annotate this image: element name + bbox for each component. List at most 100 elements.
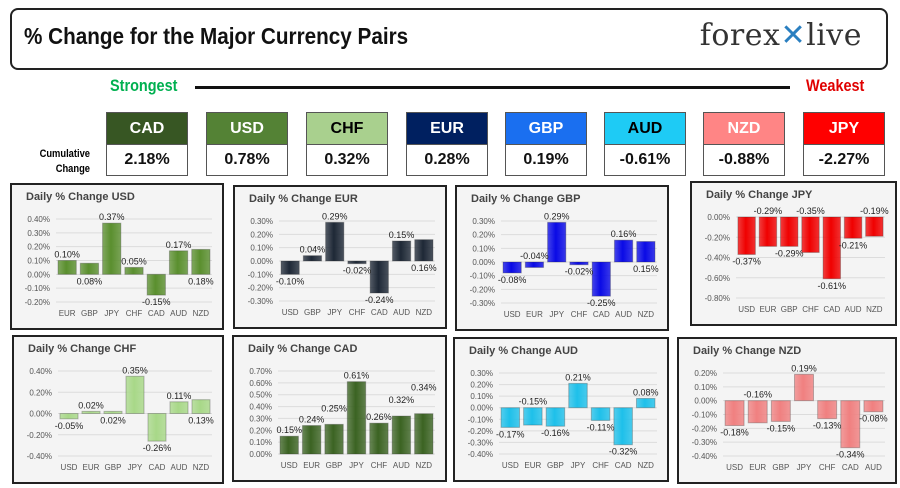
chart-plot: -0.30%-0.20%-0.10%0.00%0.10%0.20%0.30%US… (248, 211, 437, 317)
bar (613, 239, 634, 263)
data-label: 0.29% (544, 211, 570, 221)
data-label: -0.02% (565, 267, 594, 277)
currency-label: CHF (307, 113, 387, 145)
bar (279, 435, 299, 455)
y-tick-label: -0.20% (248, 284, 273, 293)
data-label: 0.35% (122, 365, 148, 375)
chart-plot: -0.40% -0.30% -0.20% -0.10% 0.00% 0.10% 0.20% U… (692, 363, 888, 472)
bar (547, 221, 567, 263)
x-tick-label: EUR (59, 309, 76, 318)
bar (613, 407, 633, 446)
x-tick-label: USD (61, 463, 78, 472)
bar (843, 216, 863, 239)
currency-label: GBP (506, 113, 586, 145)
y-tick-label: 0.00% (27, 270, 50, 279)
data-label: 0.18% (188, 276, 214, 286)
bar (301, 425, 322, 455)
data-label: -0.16% (541, 428, 570, 438)
data-label: -0.08% (498, 275, 527, 285)
bar (414, 239, 434, 262)
y-tick-label: 0.10% (694, 383, 717, 392)
bar (168, 250, 189, 275)
currency-label: AUD (605, 113, 685, 145)
data-label: -0.05% (55, 421, 84, 431)
x-tick-label: GBP (326, 461, 343, 470)
y-tick-label: 0.40% (29, 367, 52, 376)
chart-nzd: Daily % Change NZD -0.40% -0.30% -0.20% -0.1… (677, 337, 897, 484)
bar (391, 240, 412, 262)
x-tick-label: CAD (823, 305, 840, 314)
data-label: -0.32% (609, 447, 638, 457)
bar (302, 255, 323, 262)
x-tick-label: AUD (615, 310, 632, 319)
x-tick-label: NZD (193, 463, 210, 472)
chart-title: Daily % Change USD (26, 191, 135, 203)
bar (324, 423, 344, 455)
x-tick-label: GBP (547, 461, 564, 470)
y-tick-label: 0.30% (472, 217, 495, 226)
data-label: 0.24% (299, 415, 325, 425)
y-tick-label: -0.40% (692, 452, 717, 461)
chart-usd: Daily % Change USD -0.20% -0.10% 0.00% 0.10%… (10, 183, 224, 330)
y-tick-label: -0.10% (470, 272, 495, 281)
currency-label: JPY (804, 113, 884, 145)
bar (169, 401, 189, 414)
cumulative-value: 0.28% (407, 145, 487, 175)
bar (369, 422, 389, 455)
x-tick-label: GBP (81, 309, 98, 318)
x-tick-label: CAD (371, 308, 388, 317)
x-tick-label: JPY (549, 310, 564, 319)
x-tick-label: EUR (83, 463, 100, 472)
y-tick-label: 0.30% (470, 369, 493, 378)
currency-label: USD (207, 113, 287, 145)
bar (569, 261, 589, 266)
data-label: 0.29% (322, 211, 348, 221)
x-tick-label: GBP (772, 463, 789, 472)
data-label: -0.18% (720, 428, 749, 438)
cumulative-box-jpy: JPY -2.27% (803, 112, 885, 176)
x-tick-label: NZD (637, 461, 654, 470)
data-label: -0.19% (860, 206, 889, 216)
y-tick-label: -0.10% (248, 270, 273, 279)
data-label: 0.15% (276, 425, 302, 435)
bar (568, 382, 588, 409)
cumulative-box-eur: EUR 0.28% (406, 112, 488, 176)
data-label: 0.05% (121, 256, 147, 266)
y-tick-label: -0.30% (470, 299, 495, 308)
x-tick-label: CHF (592, 461, 609, 470)
strongest-label: Strongest (110, 76, 178, 95)
cumulative-box-gbp: GBP 0.19% (505, 112, 587, 176)
y-tick-label: -0.10% (25, 284, 50, 293)
y-tick-label: 0.20% (472, 231, 495, 240)
cumulative-box-usd: USD 0.78% (206, 112, 288, 176)
bar (758, 216, 778, 247)
y-tick-label: -0.30% (692, 438, 717, 447)
cumulative-value: -0.88% (704, 145, 784, 175)
bar (801, 216, 820, 253)
bar (737, 216, 756, 255)
header-banner: % Change for the Major Currency Pairs fo… (10, 8, 888, 70)
x-tick-label: USD (738, 305, 755, 314)
y-tick-label: 0.30% (27, 229, 50, 238)
y-tick-label: 0.40% (249, 403, 272, 412)
y-tick-label: 0.20% (250, 230, 273, 239)
chart-title: Daily % Change EUR (249, 193, 358, 205)
data-label: -0.21% (839, 240, 868, 250)
x-tick-label: AUD (393, 308, 410, 317)
bar (414, 413, 434, 455)
data-label: -0.17% (496, 429, 525, 439)
data-label: -0.15% (767, 423, 796, 433)
x-tick-label: EUR (526, 310, 543, 319)
data-label: -0.29% (775, 248, 804, 258)
data-label: 0.21% (565, 372, 591, 382)
x-tick-label: CHF (126, 309, 143, 318)
bar (779, 216, 799, 247)
cumulative-box-aud: AUD -0.61% (604, 112, 686, 176)
data-label: 0.19% (791, 363, 817, 373)
x-tick-label: USD (504, 310, 521, 319)
y-tick-label: 0.00% (472, 258, 495, 267)
bar (545, 407, 566, 427)
x-tick-label: EUR (524, 461, 541, 470)
x-tick-label: JPY (327, 308, 342, 317)
bar (146, 273, 166, 296)
